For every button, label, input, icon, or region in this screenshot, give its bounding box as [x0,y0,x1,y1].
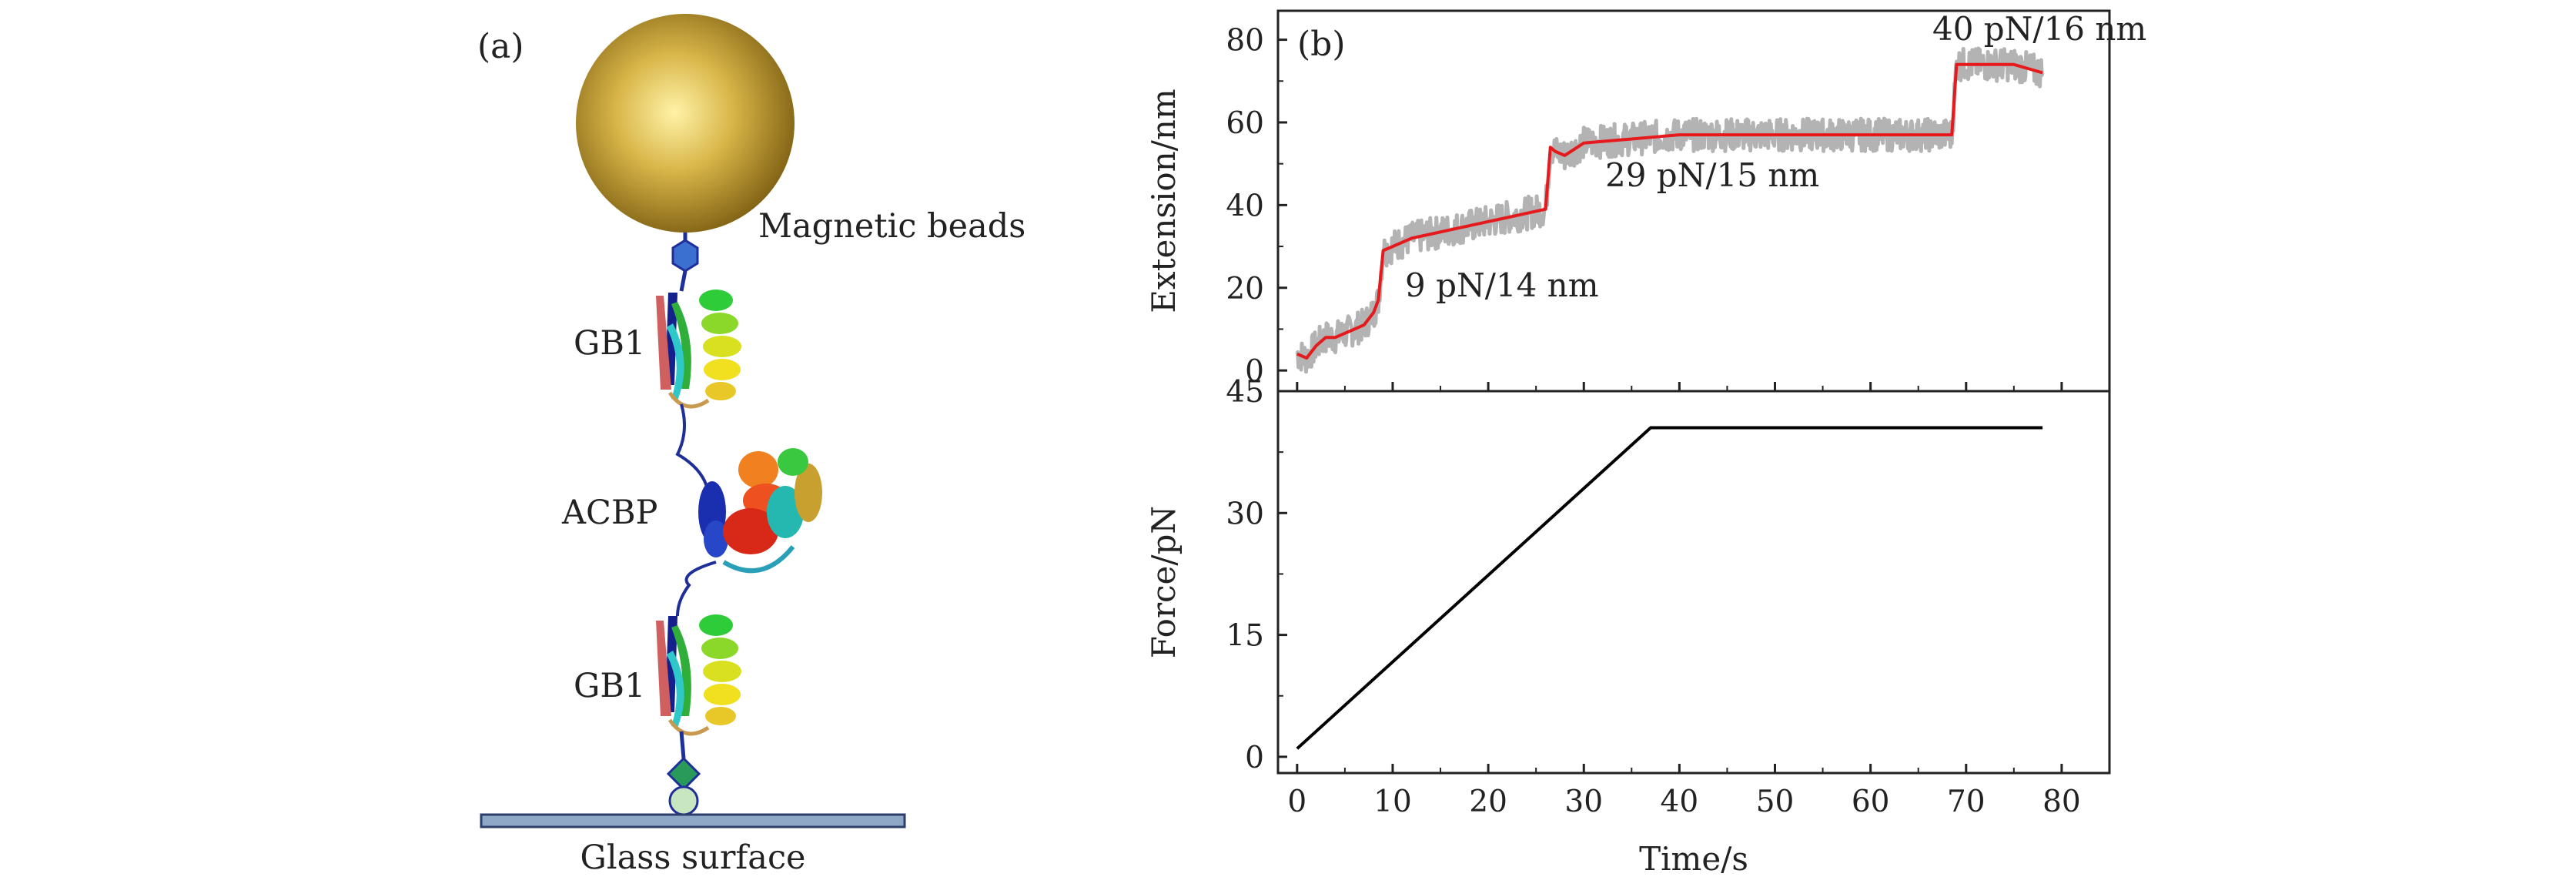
y-tick-label: 15 [1226,619,1264,654]
gb1-top-label: GB1 [574,324,645,363]
surface-tether [679,731,686,759]
annotation-40pn: 40 pN/16 nm [1932,10,2146,48]
x-tick-label: 60 [1852,785,1890,819]
x-tick-label: 70 [1947,785,1986,819]
y-tick-label: 60 [1226,106,1264,141]
x-tick-label: 50 [1756,785,1795,819]
bead-anchor-icon [671,239,699,273]
biotin-anchor-icon [668,785,699,816]
series-line [1296,426,2043,750]
panel-a-label: (a) [477,27,524,66]
time-axis-label: Time/s [1639,840,1748,878]
x-tick-label: 40 [1661,785,1699,819]
force-plot-area: 0 10 20 30 40 50 60 70 80 0 15 30 45 [1226,375,2080,819]
x-tick-label: 20 [1469,785,1507,819]
x-tick-label: 30 [1564,785,1603,819]
series-noise-trace [1295,46,2045,374]
force-chart-frame [1276,390,2111,775]
annotation-29pn: 29 pN/15 nm [1605,156,1819,194]
y-tick-label: 30 [1226,497,1264,531]
acbp-label: ACBP [561,494,658,532]
gb1-bottom-label: GB1 [574,667,645,705]
series-line [1296,62,2043,360]
y-tick-label: 0 [1245,741,1264,775]
panel-b-charts: 0 20 40 60 80 0 10 20 30 40 50 60 70 80 0 15 30 45 (b) 9… [1145,9,2146,878]
surface-anchor-icon [666,756,701,792]
linker-top [675,403,710,494]
x-tick-label: 0 [1287,785,1306,819]
x-tick-label: 10 [1373,785,1412,819]
y-tick-label: 40 [1226,189,1264,223]
magnetic-bead [576,14,795,233]
panel-b-label: (b) [1297,25,1346,64]
surface-label: Glass surface [580,838,806,877]
bead-label: Magnetic beads [758,207,1025,246]
y-tick-label: 0 [1245,354,1264,389]
panel-a-schematic: (a) Magnetic beads GB1 [477,14,1025,877]
acbp-structure [698,448,822,574]
y-tick-label: 80 [1226,24,1264,59]
annotation-9pn: 9 pN/14 nm [1405,266,1599,304]
force-axis-label: Force/pN [1145,506,1183,658]
gb1-top-structure [656,270,741,409]
y-tick-label: 45 [1226,375,1264,410]
y-tick-label: 20 [1226,272,1264,306]
extension-plot-area: 0 20 40 60 80 [1226,24,2063,391]
linker-bottom [676,561,717,617]
glass-surface [480,813,906,828]
extension-axis-label: Extension/nm [1145,89,1183,313]
gb1-bottom-structure [656,614,741,736]
x-tick-label: 80 [2042,785,2081,819]
